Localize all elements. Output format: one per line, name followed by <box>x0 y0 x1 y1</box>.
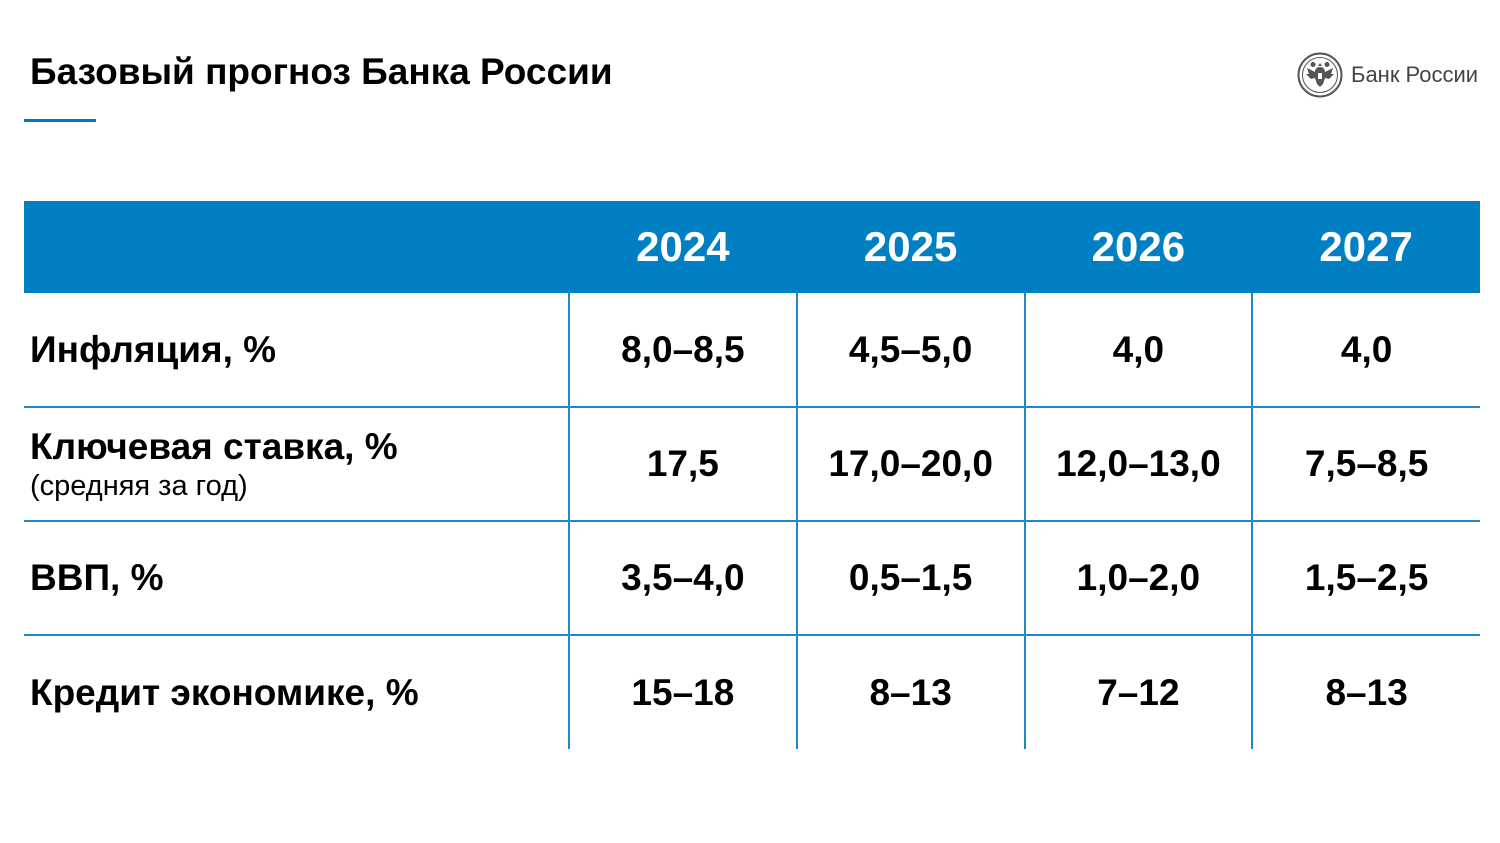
table-cell: 8,0–8,5 <box>568 293 797 408</box>
table-cell: 4,0 <box>1023 293 1253 408</box>
column-header: 2026 <box>1024 201 1253 293</box>
row-label-text: Инфляция, % <box>30 328 277 370</box>
row-label: Инфляция, % <box>24 293 569 408</box>
row-label: Ключевая ставка, % (средняя за год) <box>24 407 569 522</box>
row-label: Кредит экономике, % <box>24 635 569 749</box>
double-headed-eagle-icon <box>1297 52 1343 98</box>
row-label-text: Ключевая ставка, % <box>30 426 398 467</box>
table-cell: 3,5–4,0 <box>568 521 797 636</box>
page-title: Базовый прогноз Банка России <box>30 51 613 92</box>
table-cell: 12,0–13,0 <box>1023 407 1253 522</box>
brand-logo: Банк России <box>1297 52 1478 98</box>
row-label-note: (средняя за год) <box>30 470 248 502</box>
table-row: Инфляция, % 8,0–8,5 4,5–5,0 4,0 4,0 <box>24 293 1480 408</box>
table-row: Кредит экономике, % 15–18 8–13 7–12 8–13 <box>24 635 1480 749</box>
table-cell: 17,5 <box>568 407 797 522</box>
forecast-table: 2024 2025 2026 2027 Инфляция, % 8,0–8,5 … <box>24 201 1480 749</box>
table-row: ВВП, % 3,5–4,0 0,5–1,5 1,0–2,0 1,5–2,5 <box>24 521 1480 636</box>
row-label-text: ВВП, % <box>30 557 164 598</box>
column-header <box>24 201 569 293</box>
brand-name: Банк России <box>1351 62 1479 87</box>
table-row: Ключевая ставка, % (средняя за год) 17,5… <box>24 407 1480 522</box>
row-label: ВВП, % <box>24 521 569 636</box>
title-underline <box>24 119 96 122</box>
table-cell: 4,5–5,0 <box>795 293 1025 408</box>
table-cell: 1,5–2,5 <box>1251 521 1480 636</box>
table-cell: 1,0–2,0 <box>1023 521 1253 636</box>
table-cell: 4,0 <box>1251 293 1480 408</box>
table-cell: 17,0–20,0 <box>795 407 1025 522</box>
column-header: 2027 <box>1252 201 1480 293</box>
table-cell: 15–18 <box>568 635 797 749</box>
table-cell: 0,5–1,5 <box>795 521 1025 636</box>
row-label-text: Кредит экономике, % <box>30 671 419 713</box>
table-cell: 8–13 <box>795 635 1025 749</box>
column-header: 2024 <box>569 201 797 293</box>
column-header: 2025 <box>796 201 1025 293</box>
table-cell: 7,5–8,5 <box>1251 407 1480 522</box>
table-cell: 8–13 <box>1251 635 1480 749</box>
table-header-row: 2024 2025 2026 2027 <box>24 201 1480 293</box>
table-cell: 7–12 <box>1023 635 1253 749</box>
